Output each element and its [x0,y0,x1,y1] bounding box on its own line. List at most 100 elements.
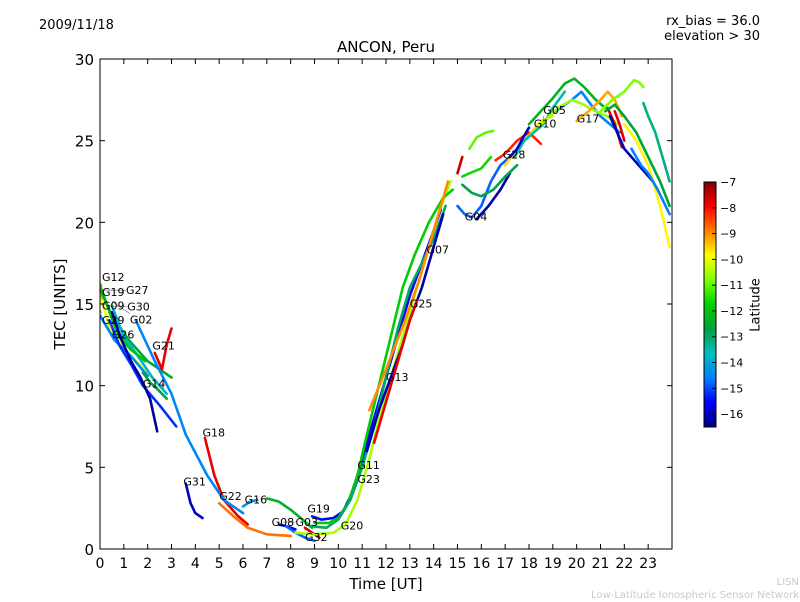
series-line-g14 [141,371,168,400]
series-line-g21 [153,327,173,371]
satellite-label-g28: G28 [503,149,526,162]
satellite-label-g22: G22 [219,490,242,503]
x-tick-label: 10 [329,556,347,572]
series-line-g32 [303,526,321,539]
series-line-green-peak [527,77,607,126]
series-line-blue-18 [508,126,531,159]
x-tick-label: 5 [215,556,224,572]
satellite-label-g18: G18 [203,426,226,439]
x-tick-label: 22 [615,556,633,572]
x-tick-label: 2 [143,556,152,572]
series-line-lime-peak [539,98,619,126]
satellite-label-g25: G25 [410,297,433,310]
series-layer [100,77,671,543]
satellite-label-g31: G31 [183,475,206,488]
colorbar-tick-label: −12 [720,305,743,318]
series-line-red-22b [613,110,626,142]
x-tick-label: 14 [425,556,443,572]
satellite-label-g13: G13 [386,371,409,384]
y-tick-label: 15 [75,296,94,314]
series-line-blue-early [110,310,159,433]
satellite-label-g05: G05 [543,104,566,117]
series-line-lightgreen-16 [468,129,495,151]
series-line-g26 [108,319,178,428]
leader-layer [99,116,544,531]
satellite-label-g29: G29 [102,314,125,327]
series-line-green-15 [461,155,493,178]
satellite-label-g32: G32 [305,531,328,544]
parameters-label: rx_bias = 36.0 elevation > 30 [664,14,760,44]
x-tick-label: 8 [286,556,295,572]
colorbar-tick-label: −8 [720,202,736,215]
satellite-label-g26: G26 [112,328,135,341]
x-tick-label: 1 [119,556,128,572]
series-line-cyan-early [134,319,245,515]
satellite-label-g19: G19 [307,503,330,516]
satellite-label-g14: G14 [143,377,166,390]
x-tick-label: 12 [377,556,395,572]
x-tick-label: 19 [544,556,562,572]
y-tick-label: 25 [75,133,94,151]
x-tick-label: 0 [96,556,105,572]
colorbar-tick-label: −14 [720,357,743,370]
x-tick-label: 13 [401,556,419,572]
series-line-g22 [217,502,292,538]
x-axis-label: Time [UT] [349,575,423,593]
x-tick-label: 16 [472,556,490,572]
x-tick-label: 6 [239,556,248,572]
satellite-label-g16: G16 [245,493,268,506]
x-tick-label: 4 [191,556,200,572]
satellite-label-g27: G27 [126,284,149,297]
colorbar-tick-label: −7 [720,176,736,189]
satellite-label-g21: G21 [152,340,175,353]
series-line-g05 [513,90,567,159]
date-label: 2009/11/18 [39,18,114,33]
series-line-g30 [108,310,147,363]
elevation-label: elevation > 30 [664,29,760,44]
series-line-g23 [308,204,447,530]
series-line-g31 [184,482,204,520]
series-line-blue-late [608,114,655,183]
x-tick-label: 9 [310,556,319,572]
colorbar-tick-label: −11 [720,279,743,292]
satellite-label-g12: G12 [102,271,125,284]
satellite-label-g23: G23 [357,473,380,486]
satellite-label-g30: G30 [127,301,150,314]
series-line-g25 [372,299,419,445]
series-line-cyan-late [630,147,671,216]
colorbar-tick-label: −16 [720,408,743,421]
satellite-label-g02: G02 [130,314,153,327]
colorbar-tick-label: −10 [720,253,743,266]
x-tick-label: 21 [592,556,610,572]
x-tick-label: 15 [449,556,467,572]
y-tick-label: 10 [75,378,94,396]
colorbar-gradient [703,181,717,428]
series-line-g07 [368,180,450,412]
series-line-teal-late [642,101,671,183]
satellite-label-g20: G20 [341,519,364,532]
satellite-label-g08: G08 [272,516,295,529]
colorbar: −7 −8 −9 −10 −11 −12 −13 −14 −15 −16 [703,176,743,428]
series-line-g16 [241,498,259,508]
credit-block: LISN Low-Latitude Ionospheric Sensor Net… [591,576,799,602]
y-tick-label: 5 [84,459,94,477]
satellite-label-g17: G17 [577,113,600,126]
x-tick-label: 18 [520,556,538,572]
credit-long: Low-Latitude Ionospheric Sensor Network [591,590,799,601]
satellite-label-g10: G10 [534,118,557,131]
y-tick-label: 20 [75,214,94,232]
series-line-yellow-late [623,123,671,249]
satellite-label-g11: G11 [357,459,380,472]
x-tick-label: 23 [639,556,657,572]
series-line-green-late [604,103,671,208]
y-tick-label: 30 [75,51,94,69]
satellite-label-g19: G19 [102,286,125,299]
satellite-label-g07: G07 [427,243,450,256]
chart-title: ANCON, Peru [337,38,435,56]
colorbar-tick-label: −13 [720,331,743,344]
x-tick-label: 3 [167,556,176,572]
x-tick-label: 20 [568,556,586,572]
axis-layer: 0 1 2 3 4 5 6 7 8 9 10 11 12 13 14 15 16 17 18 19 20 21 22 2305… [75,51,672,572]
